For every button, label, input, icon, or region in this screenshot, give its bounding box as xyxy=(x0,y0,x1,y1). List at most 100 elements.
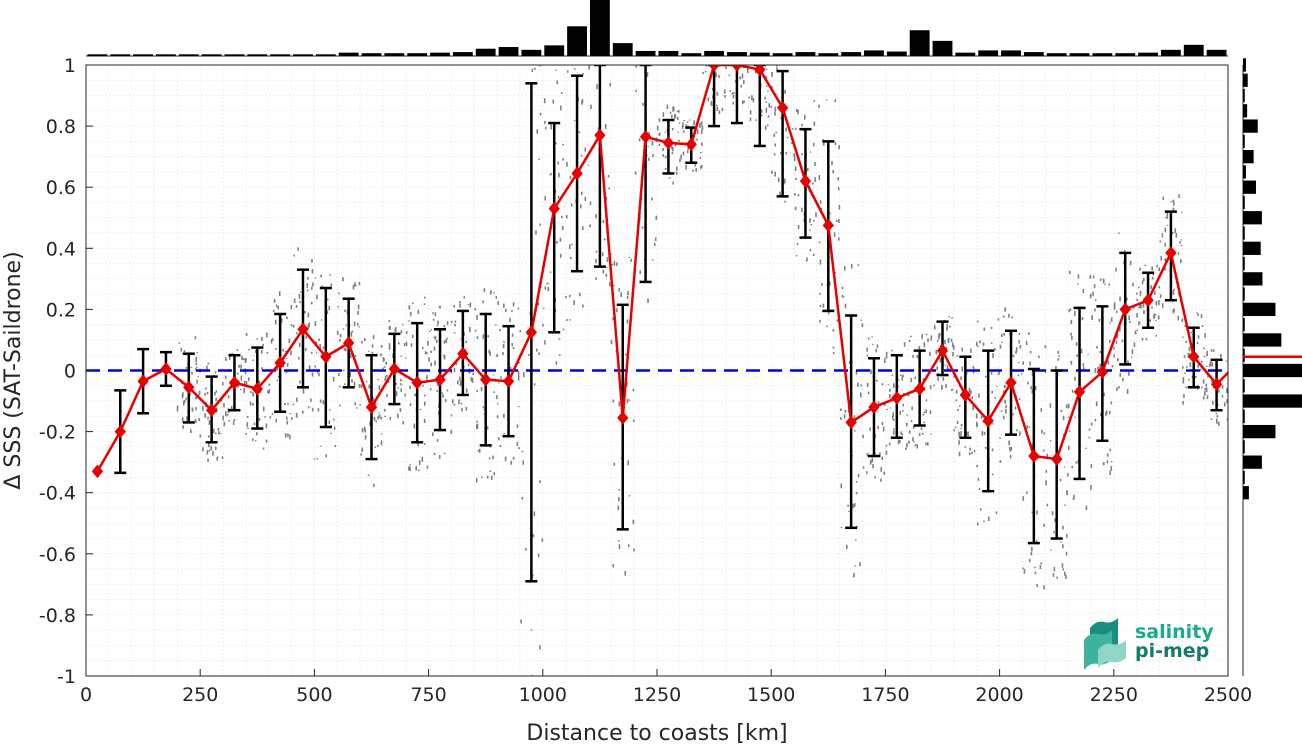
top-histogram-bar xyxy=(156,54,176,56)
top-histogram-bar xyxy=(407,53,428,56)
top-histogram-bar xyxy=(1160,49,1181,56)
x-tick-label: 2250 xyxy=(1090,684,1138,706)
data-point xyxy=(845,415,857,430)
x-tick-label: 750 xyxy=(410,684,446,706)
data-point xyxy=(480,372,492,387)
right-histogram-bar xyxy=(1243,440,1245,454)
y-tick-label: 0 xyxy=(64,361,76,383)
right-histogram-bar xyxy=(1243,134,1245,149)
top-histogram-bar xyxy=(749,52,770,56)
right-histogram-bar xyxy=(1243,318,1245,332)
right-histogram-bar xyxy=(1243,226,1245,240)
data-point xyxy=(457,346,469,361)
y-axis-ticks: -1 -0.8 -0.6 -0.4 -0.2 0 0.2 0.4 0.6 0.8 1 xyxy=(39,55,93,688)
top-histogram-bar xyxy=(178,54,199,56)
right-histogram-bar xyxy=(1243,256,1245,271)
top-histogram-bar xyxy=(110,54,131,56)
y-tick-label: 1 xyxy=(64,55,76,77)
data-point xyxy=(662,136,675,150)
data-point xyxy=(274,356,286,370)
y-tick-label: 0.8 xyxy=(46,116,76,138)
top-histogram-bar xyxy=(270,54,291,56)
right-histogram-bar xyxy=(1243,333,1282,347)
data-point xyxy=(1028,449,1040,463)
right-histogram-bar xyxy=(1243,150,1254,164)
data-point xyxy=(799,174,812,188)
data-point xyxy=(1142,293,1154,308)
top-histogram-bar xyxy=(1023,52,1044,56)
data-point xyxy=(1210,377,1223,392)
top-histogram-bar xyxy=(818,53,839,56)
top-histogram-bar xyxy=(452,52,473,56)
top-histogram-bar xyxy=(589,0,610,56)
top-histogram-bar xyxy=(430,52,450,56)
data-point xyxy=(320,349,332,364)
data-point xyxy=(594,128,606,143)
data-point xyxy=(1005,375,1017,390)
data-point xyxy=(754,65,766,77)
data-point xyxy=(548,201,560,216)
top-histogram-bar xyxy=(1001,50,1021,56)
right-histogram-bar xyxy=(1243,424,1276,439)
right-histogram-bar xyxy=(1243,470,1245,485)
top-histogram-bar xyxy=(475,48,496,56)
top-histogram-bar xyxy=(293,54,313,56)
right-histogram-bar xyxy=(1243,287,1245,301)
x-tick-label: 1250 xyxy=(633,684,681,706)
y-tick-label: -1 xyxy=(57,666,76,688)
top-histogram-bar xyxy=(1069,53,1090,56)
right-histogram-bar xyxy=(1243,165,1246,179)
top-histogram-bar xyxy=(978,50,999,56)
y-tick-label: 0.4 xyxy=(46,238,76,260)
top-histogram-bar xyxy=(635,50,656,56)
x-axis-ticks: 0 250 500 750 1000 1250 1500 1750 2000 2250 2500 xyxy=(80,669,1252,706)
x-tick-label: 1750 xyxy=(861,684,909,706)
right-histogram-bar xyxy=(1243,379,1245,393)
data-point xyxy=(914,382,926,396)
x-tick-label: 500 xyxy=(296,684,332,706)
y-tick-label: 0.2 xyxy=(46,299,76,321)
top-histogram-bar xyxy=(681,53,702,56)
top-histogram-bar xyxy=(567,26,587,56)
top-histogram-bar xyxy=(338,52,359,56)
logo-text-pi-mep: pi-mep xyxy=(1135,640,1209,662)
y-tick-label: -0.2 xyxy=(39,422,76,444)
data-point xyxy=(434,372,446,387)
data-point xyxy=(205,403,218,417)
data-point xyxy=(822,218,834,233)
data-point xyxy=(183,380,195,395)
salinity-pi-mep-logo: salinity pi-mep xyxy=(1084,618,1214,670)
data-point xyxy=(776,100,789,115)
logo-waves-icon xyxy=(1084,618,1126,670)
data-point xyxy=(982,414,994,428)
data-point xyxy=(114,424,126,439)
right-histogram-bar xyxy=(1243,394,1302,408)
top-histogram-bar xyxy=(658,50,679,56)
data-point xyxy=(251,382,263,396)
top-histogram-bar xyxy=(727,52,747,56)
top-histogram-bar xyxy=(133,54,154,56)
data-point xyxy=(685,137,697,152)
top-histogram-bar xyxy=(87,54,108,56)
top-histogram-bar xyxy=(384,53,405,56)
top-histogram-bar xyxy=(1092,53,1113,56)
y-tick-label: -0.4 xyxy=(39,483,76,505)
top-histogram-bar xyxy=(1206,49,1227,56)
top-histogram-bar xyxy=(886,51,907,56)
x-tick-label: 250 xyxy=(182,684,218,706)
right-histogram-bar xyxy=(1243,486,1249,500)
top-histogram-bar xyxy=(1183,44,1204,56)
y-tick-label: -0.6 xyxy=(39,544,76,566)
data-point xyxy=(297,322,309,337)
top-histogram-bar xyxy=(612,43,633,56)
top-histogram-bar xyxy=(864,50,884,56)
right-histogram-bar xyxy=(1243,302,1276,317)
x-tick-label: 2500 xyxy=(1204,684,1252,706)
data-point xyxy=(343,336,355,350)
top-histogram-bar xyxy=(315,54,336,56)
right-histogram-bar xyxy=(1243,455,1262,469)
right-histogram-bar xyxy=(1243,272,1263,286)
data-point xyxy=(1096,365,1109,379)
data-point xyxy=(571,166,583,181)
